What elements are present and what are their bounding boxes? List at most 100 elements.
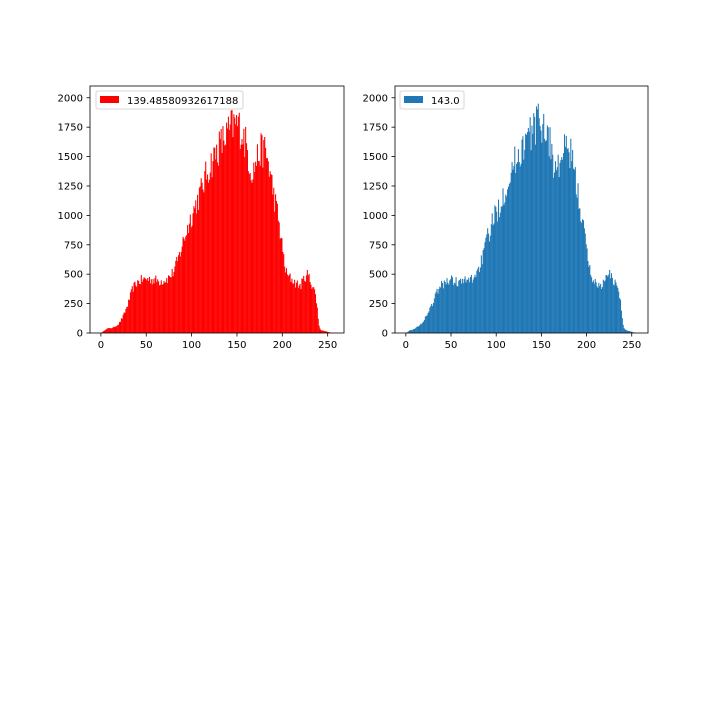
right-histogram-bar bbox=[526, 135, 528, 333]
right-histogram-bar bbox=[568, 152, 570, 333]
right-histogram-bar bbox=[409, 330, 411, 333]
right-histogram-bar bbox=[619, 298, 621, 333]
right-histogram-bar bbox=[434, 293, 436, 333]
right-histogram-bar bbox=[493, 223, 495, 333]
right-y-ticks: 0 250 500 750 1000 1250 1500 1750 2000 bbox=[363, 93, 395, 340]
right-histogram-bar bbox=[498, 217, 500, 333]
right-histogram-bar bbox=[446, 278, 448, 333]
left-histogram-bar bbox=[262, 167, 264, 333]
left-histogram-bar bbox=[105, 329, 107, 333]
right-histogram-bar bbox=[620, 310, 622, 333]
right-histogram-bar bbox=[414, 328, 416, 333]
right-histogram-bar bbox=[508, 183, 510, 333]
right-histogram-bar bbox=[532, 133, 534, 333]
right-histogram-bar bbox=[571, 161, 573, 333]
right-histogram-bar bbox=[601, 286, 603, 333]
right-histogram-bar bbox=[594, 278, 596, 333]
left-histogram-bar bbox=[203, 192, 205, 333]
left-histogram-bar bbox=[292, 283, 294, 333]
left-histogram-bar bbox=[317, 318, 319, 333]
left-histogram-bar bbox=[220, 129, 222, 333]
left-histogram-bar bbox=[298, 285, 300, 333]
right-histogram-bar bbox=[529, 117, 531, 334]
left-histogram-bar bbox=[186, 235, 188, 333]
left-histogram-bar bbox=[217, 162, 219, 333]
left-histogram-bar bbox=[314, 294, 317, 333]
right-histogram-bar bbox=[510, 172, 512, 333]
left-y-tick-label: 1500 bbox=[58, 152, 83, 163]
left-axes-frame bbox=[89, 85, 345, 334]
left-histogram-bar bbox=[217, 165, 219, 333]
right-y-tick-label: 1500 bbox=[363, 152, 388, 163]
left-histogram-bar bbox=[151, 284, 153, 333]
left-histogram-bar bbox=[222, 126, 224, 333]
right-histogram-bar bbox=[479, 272, 481, 333]
right-histogram-bar bbox=[600, 283, 602, 333]
left-y-tick-label: 1250 bbox=[58, 181, 83, 192]
right-histogram-bar bbox=[426, 315, 428, 333]
left-histogram-bar bbox=[138, 283, 141, 333]
left-histogram-bar bbox=[188, 223, 190, 333]
right-histogram-bar bbox=[587, 261, 589, 333]
right-histogram-bar bbox=[440, 287, 442, 333]
left-y-tick-label: 750 bbox=[64, 240, 83, 251]
right-histogram-bar bbox=[445, 284, 447, 333]
right-histogram-bar bbox=[573, 169, 575, 333]
right-histogram-bar bbox=[448, 284, 450, 333]
left-histogram-bar bbox=[313, 287, 315, 333]
left-histogram-bar bbox=[263, 139, 265, 333]
right-histogram-bar bbox=[488, 241, 491, 333]
left-histogram-bar bbox=[268, 176, 270, 333]
right-histogram-bar bbox=[591, 277, 593, 333]
left-histogram-bar bbox=[174, 266, 176, 333]
right-histogram-bar bbox=[544, 141, 547, 333]
right-histogram-bar bbox=[437, 293, 439, 333]
right-histogram-bar bbox=[509, 182, 511, 333]
left-histogram-bar bbox=[112, 327, 114, 333]
right-y-tick-label: 1000 bbox=[363, 211, 388, 222]
right-histogram-bar bbox=[593, 283, 595, 333]
right-histogram-bar bbox=[596, 286, 598, 333]
left-histogram-bar bbox=[240, 144, 242, 333]
left-histogram-bar bbox=[280, 237, 282, 333]
left-histogram-bar bbox=[194, 208, 196, 333]
right-histogram-bar bbox=[433, 298, 435, 333]
right-histogram-bar bbox=[451, 277, 453, 333]
right-histogram-bar bbox=[553, 177, 555, 333]
left-histogram-bar bbox=[161, 284, 163, 333]
right-histogram-bar bbox=[569, 168, 571, 333]
left-histogram-bar bbox=[140, 275, 142, 333]
left-histogram-bar bbox=[213, 147, 215, 333]
right-histogram-bar bbox=[450, 279, 452, 333]
left-histogram-bar bbox=[170, 277, 172, 333]
left-histogram-bar bbox=[198, 187, 200, 333]
right-histogram-bar bbox=[408, 330, 410, 333]
left-histogram-bar bbox=[314, 289, 316, 333]
right-histogram-bar bbox=[518, 162, 520, 333]
right-histogram-bar bbox=[582, 220, 584, 333]
left-histogram-bar bbox=[113, 326, 115, 333]
right-histogram-bar bbox=[420, 323, 422, 333]
left-histogram-bar bbox=[137, 280, 139, 333]
left-histogram-bar bbox=[196, 213, 198, 333]
left-histogram-bar bbox=[129, 300, 131, 333]
right-histogram-bar bbox=[516, 162, 519, 333]
right-histogram-bar bbox=[574, 167, 576, 333]
right-legend-label: 143.0 bbox=[431, 96, 460, 107]
right-histogram-bar bbox=[416, 326, 418, 333]
left-legend-swatch bbox=[100, 96, 119, 103]
right-histogram-bar bbox=[432, 306, 434, 333]
right-histogram-bar bbox=[481, 264, 483, 333]
right-histogram-bar bbox=[551, 143, 553, 333]
right-histogram-bar bbox=[460, 283, 463, 333]
right-histogram-bar bbox=[616, 285, 618, 333]
left-histogram-bar bbox=[106, 328, 108, 333]
left-histogram-bar bbox=[149, 283, 151, 333]
right-x-ticks: 0 50 100 150 200 250 bbox=[403, 333, 641, 351]
left-histogram-bar bbox=[129, 292, 131, 333]
right-histogram-bar bbox=[489, 235, 491, 333]
left-x-tick-label: 150 bbox=[227, 340, 246, 351]
right-histogram-bar bbox=[554, 161, 556, 333]
left-histogram-bar bbox=[244, 157, 246, 333]
left-histogram-bar bbox=[201, 182, 203, 333]
